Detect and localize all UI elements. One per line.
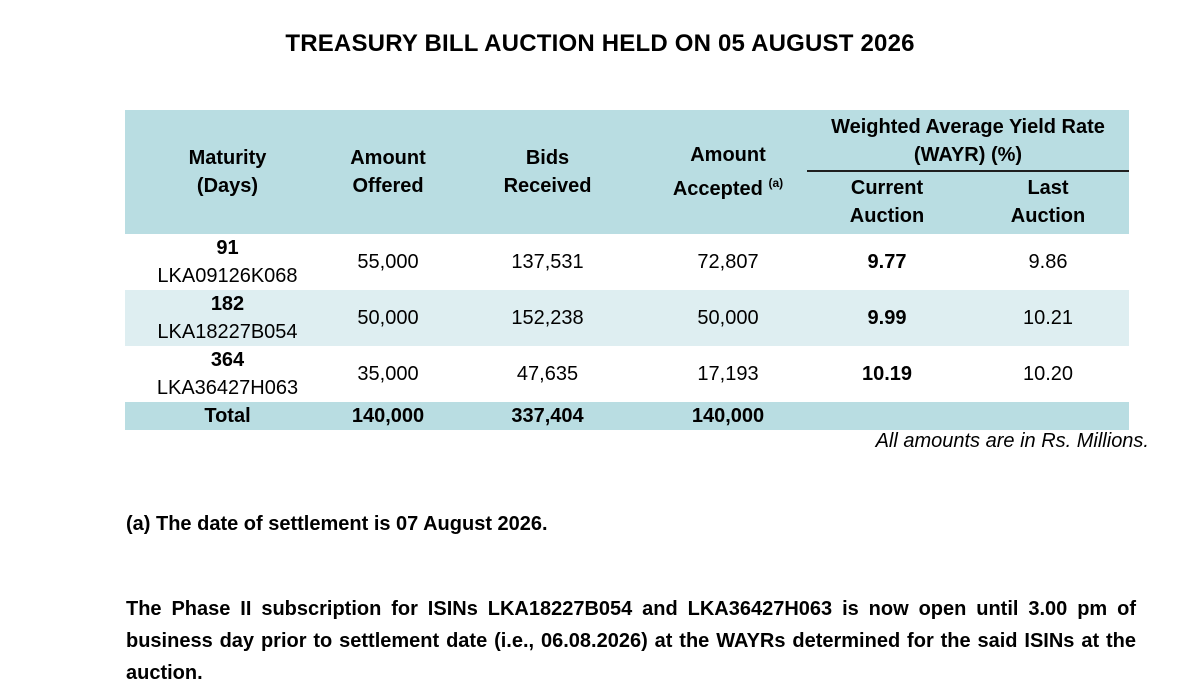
maturity-days: 91 xyxy=(216,237,239,259)
cell-offered: 35,000 xyxy=(330,346,446,402)
header-accepted: Amount Accepted (a) xyxy=(649,110,807,234)
cell-current-wayr: 10.19 xyxy=(807,346,967,402)
cell-maturity: 91 LKA09126K068 xyxy=(125,234,330,290)
total-offered: 140,000 xyxy=(330,402,446,430)
header-wayr: Weighted Average Yield Rate (WAYR) (%) xyxy=(807,110,1130,172)
header-accepted-line2-wrap: Accepted (a) xyxy=(649,169,807,203)
header-bids-line2: Received xyxy=(503,175,592,197)
table-row: 364 LKA36427H063 35,000 47,635 17,193 10… xyxy=(125,346,1130,402)
header-current-line1: Current xyxy=(850,177,924,199)
header-current-auction: Current Auction xyxy=(807,171,967,234)
cell-offered: 50,000 xyxy=(330,290,446,346)
header-maturity-line1: Maturity xyxy=(188,147,267,169)
total-empty-last xyxy=(967,402,1130,430)
cell-last-wayr: 10.20 xyxy=(967,346,1130,402)
cell-accepted: 17,193 xyxy=(649,346,807,402)
header-last-line2: Auction xyxy=(1010,205,1086,227)
cell-last-wayr: 9.86 xyxy=(967,234,1130,290)
header-current-line2: Auction xyxy=(849,205,925,227)
total-accepted: 140,000 xyxy=(649,402,807,430)
header-accepted-footnote-marker: (a) xyxy=(768,176,784,190)
maturity-isin: LKA09126K068 xyxy=(157,265,298,287)
page-title: TREASURY BILL AUCTION HELD ON 05 AUGUST … xyxy=(285,30,915,57)
cell-last-wayr: 10.21 xyxy=(967,290,1130,346)
header-bids-line1: Bids xyxy=(525,147,570,169)
header-bids: Bids Received xyxy=(446,110,649,234)
header-maturity: Maturity (Days) xyxy=(125,110,330,234)
cell-accepted: 50,000 xyxy=(649,290,807,346)
header-accepted-line1: Amount xyxy=(690,144,766,166)
total-empty-current xyxy=(807,402,967,430)
phase-two-notice: The Phase II subscription for ISINs LKA1… xyxy=(126,598,1136,684)
header-offered-line2: Offered xyxy=(352,175,424,197)
auction-table: Maturity (Days) Amount Offered Bids Rece… xyxy=(125,110,1130,430)
maturity-isin: LKA36427H063 xyxy=(156,377,299,399)
total-label: Total xyxy=(125,402,330,430)
cell-maturity: 364 LKA36427H063 xyxy=(125,346,330,402)
maturity-days: 182 xyxy=(210,293,245,315)
total-bids: 337,404 xyxy=(446,402,649,430)
cell-offered: 55,000 xyxy=(330,234,446,290)
cell-current-wayr: 9.99 xyxy=(807,290,967,346)
cell-accepted: 72,807 xyxy=(649,234,807,290)
header-last-auction: Last Auction xyxy=(967,171,1130,234)
cell-maturity: 182 LKA18227B054 xyxy=(125,290,330,346)
header-offered-line1: Amount xyxy=(350,147,426,169)
maturity-isin: LKA18227B054 xyxy=(157,321,298,343)
header-offered: Amount Offered xyxy=(330,110,446,234)
total-row: Total 140,000 337,404 140,000 xyxy=(125,402,1130,430)
header-last-line1: Last xyxy=(1027,177,1069,199)
table-row: 91 LKA09126K068 55,000 137,531 72,807 9.… xyxy=(125,234,1130,290)
maturity-days: 364 xyxy=(210,349,245,371)
header-accepted-line2: Accepted xyxy=(672,178,763,200)
cell-bids: 152,238 xyxy=(446,290,649,346)
cell-bids: 137,531 xyxy=(446,234,649,290)
header-wayr-line2: (WAYR) (%) xyxy=(913,144,1023,166)
cell-current-wayr: 9.77 xyxy=(807,234,967,290)
cell-bids: 47,635 xyxy=(446,346,649,402)
table-row: 182 LKA18227B054 50,000 152,238 50,000 9… xyxy=(125,290,1130,346)
header-maturity-line2: (Days) xyxy=(196,175,259,197)
amounts-unit-note: All amounts are in Rs. Millions. xyxy=(875,430,1149,452)
settlement-footnote: (a) The date of settlement is 07 August … xyxy=(126,513,548,535)
header-wayr-line1: Weighted Average Yield Rate xyxy=(831,116,1105,138)
